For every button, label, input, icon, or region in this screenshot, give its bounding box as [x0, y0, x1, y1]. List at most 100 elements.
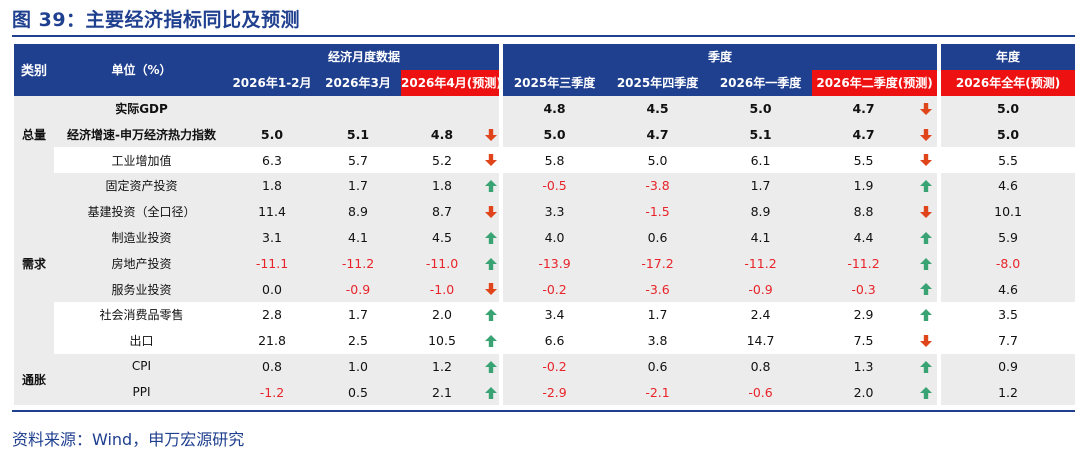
value-cell: -2.1	[606, 379, 710, 406]
value-cell: 1.7	[315, 172, 401, 199]
value-cell: 5.0	[503, 121, 607, 148]
value-cell: -11.2	[812, 250, 916, 277]
value-cell: 1.8	[229, 172, 315, 199]
value-cell: 5.0	[229, 121, 315, 148]
value-cell	[229, 95, 315, 122]
value-cell: 5.9	[941, 224, 1076, 251]
value-cell: 1.2	[941, 379, 1076, 406]
arrow-up-icon	[484, 386, 498, 400]
arrow-up-icon	[484, 308, 498, 322]
value-cell: 4.7	[812, 121, 916, 148]
value-cell: 0.0	[229, 276, 315, 302]
arrow-up-icon	[919, 386, 933, 400]
table-row: 服务业投资 0.0 -0.9 -1.0 -0.2 -3.6 -0.9 -0.3 4.6	[14, 276, 1076, 302]
value-cell: 2.9	[853, 307, 874, 323]
value-cell: 3.1	[229, 224, 315, 251]
value-cell: 3.3	[503, 198, 607, 225]
value-cell: -3.6	[606, 276, 710, 302]
arrow-down-icon	[919, 128, 933, 142]
arrow-up-icon	[919, 231, 933, 245]
row-label: CPI	[54, 353, 229, 380]
row-label: 工业增加值	[111, 153, 172, 168]
table-row: 出口 21.8 2.5 10.5 6.6 3.8 14.7 7.5 7.7	[14, 327, 1075, 354]
arrow-up-icon	[484, 334, 498, 348]
arrow-up-icon	[484, 231, 498, 245]
value-cell: 6.3	[262, 152, 282, 168]
header-col-2026-apr-forecast: 2026年4月(预测)	[401, 69, 500, 96]
value-cell: 14.7	[746, 333, 775, 349]
value-cell: 1.3	[812, 353, 916, 380]
table-row: 工业增加值 6.3 5.7 5.2 5.8 5.0 6.1 5.5 5.5	[14, 147, 1075, 173]
value-cell: 1.7	[647, 307, 668, 323]
value-cell: -8.0	[941, 250, 1076, 277]
value-cell: 4.8	[401, 121, 483, 148]
arrow-down-icon	[919, 153, 933, 167]
table-row: 需求 固定资产投资 1.8 1.7 1.8 -0.5 -3.8 1.7 1.9 4.6	[14, 172, 1076, 354]
value-cell: 6.1	[750, 152, 771, 168]
value-cell: 5.1	[709, 121, 813, 148]
row-label: 经济增速-申万经济热力指数	[54, 121, 229, 148]
arrow-up-icon	[919, 360, 933, 374]
header-unit: 单位（%）	[54, 44, 229, 96]
value-cell: 2.0	[432, 307, 452, 323]
value-cell: 1.0	[315, 353, 401, 380]
value-cell: -17.2	[606, 250, 710, 277]
value-cell: 5.8	[544, 152, 565, 168]
group-label-inflation: 通胀	[14, 353, 54, 406]
value-cell: 1.7	[348, 307, 368, 323]
value-cell: 4.7	[812, 95, 916, 122]
value-cell: 1.2	[401, 353, 483, 380]
value-cell: 5.5	[998, 152, 1018, 168]
value-cell: 8.9	[315, 198, 401, 225]
header-col-2025-q4: 2025年四季度	[606, 69, 710, 96]
value-cell: -0.2	[503, 276, 607, 302]
value-cell: 4.5	[606, 95, 710, 122]
arrow-down-icon	[484, 153, 498, 167]
header-col-2026-q1: 2026年一季度	[709, 69, 813, 96]
figure-title: 图 39：主要经济指标同比及预测	[12, 9, 301, 31]
row-label: 出口	[129, 334, 154, 349]
value-cell: -3.8	[606, 172, 710, 199]
value-cell: 4.1	[709, 224, 813, 251]
value-cell: 4.5	[401, 224, 483, 251]
table-row: 基建投资（全口径） 11.4 8.9 8.7 3.3 -1.5 8.9 8.8 10.1	[14, 198, 1076, 225]
arrow-up-icon	[484, 179, 498, 193]
row-label: 社会消费品零售	[99, 308, 184, 323]
value-cell: -0.2	[503, 353, 607, 380]
header-row-2: 2026年1-2月 2026年3月 2026年4月(预测) 2025年三季度 2…	[14, 69, 1076, 96]
bottom-rule	[12, 410, 1075, 412]
table-row: 房地产投资 -11.1 -11.2 -11.0 -13.9 -17.2 -11.2 -11.2…	[14, 250, 1076, 277]
value-cell: 5.1	[315, 121, 401, 148]
value-cell: 11.4	[229, 198, 315, 225]
arrow-up-icon	[484, 257, 498, 271]
value-cell: -13.9	[503, 250, 607, 277]
arrow-up-icon	[919, 257, 933, 271]
value-cell: 2.8	[262, 307, 282, 323]
value-cell: 5.0	[647, 152, 668, 168]
value-cell: 21.8	[258, 333, 286, 349]
value-cell: 5.5	[853, 152, 874, 168]
value-cell: 2.1	[401, 379, 483, 406]
arrow-up-icon	[919, 282, 933, 296]
value-cell: 4.1	[315, 224, 401, 251]
row-label: PPI	[54, 379, 229, 406]
source-note: 资料来源：Wind，申万宏源研究	[12, 430, 245, 449]
arrow-up-icon	[919, 179, 933, 193]
row-label: 实际GDP	[54, 95, 229, 122]
table-row: 通胀 CPI 0.8 1.0 1.2 -0.2 0.6 0.8 1.3 0.9	[14, 353, 1076, 406]
arrow-down-icon	[484, 205, 498, 219]
arrow-down-icon	[484, 282, 498, 296]
value-cell: 3.5	[998, 307, 1018, 323]
value-cell: 4.6	[941, 276, 1076, 302]
row-label: 制造业投资	[54, 224, 229, 251]
value-cell: 0.9	[941, 353, 1076, 380]
value-cell: 8.7	[401, 198, 483, 225]
value-cell: -11.2	[709, 250, 813, 277]
value-cell	[315, 95, 401, 122]
value-cell: 5.0	[709, 95, 813, 122]
header-annual-group: 年度	[941, 44, 1076, 70]
value-cell: 8.8	[812, 198, 916, 225]
group-label-demand: 需求	[14, 172, 54, 354]
value-cell: 4.8	[503, 95, 607, 122]
arrow-down-icon	[919, 205, 933, 219]
